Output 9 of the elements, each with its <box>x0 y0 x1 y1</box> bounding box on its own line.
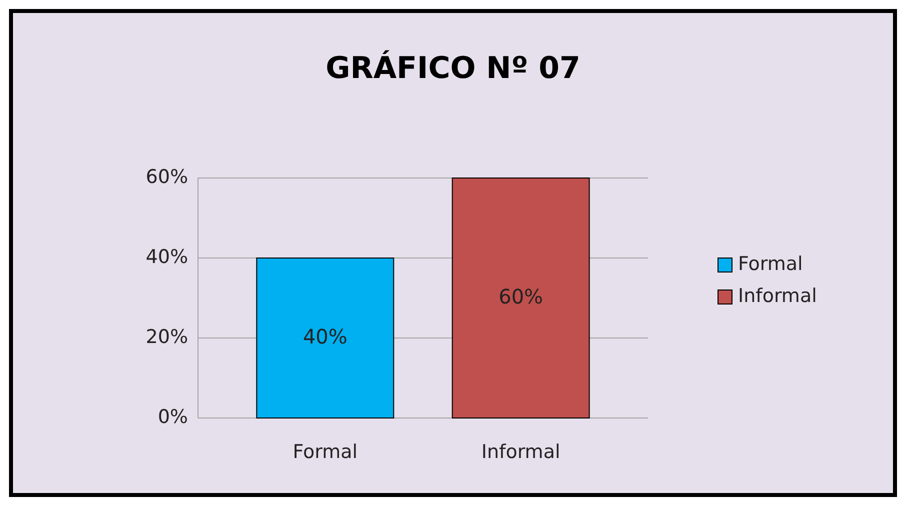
y-tick-label: 60% <box>146 166 188 188</box>
legend-label: Formal <box>738 253 803 276</box>
legend-label: Informal <box>738 285 817 308</box>
data-label: 40% <box>302 324 348 348</box>
y-tick-label: 40% <box>146 246 188 268</box>
y-tick-label: 0% <box>158 406 188 428</box>
chart-title: GRÁFICO Nº 07 <box>326 50 580 86</box>
data-label: 60% <box>498 284 544 308</box>
y-tick-label: 20% <box>146 326 188 348</box>
